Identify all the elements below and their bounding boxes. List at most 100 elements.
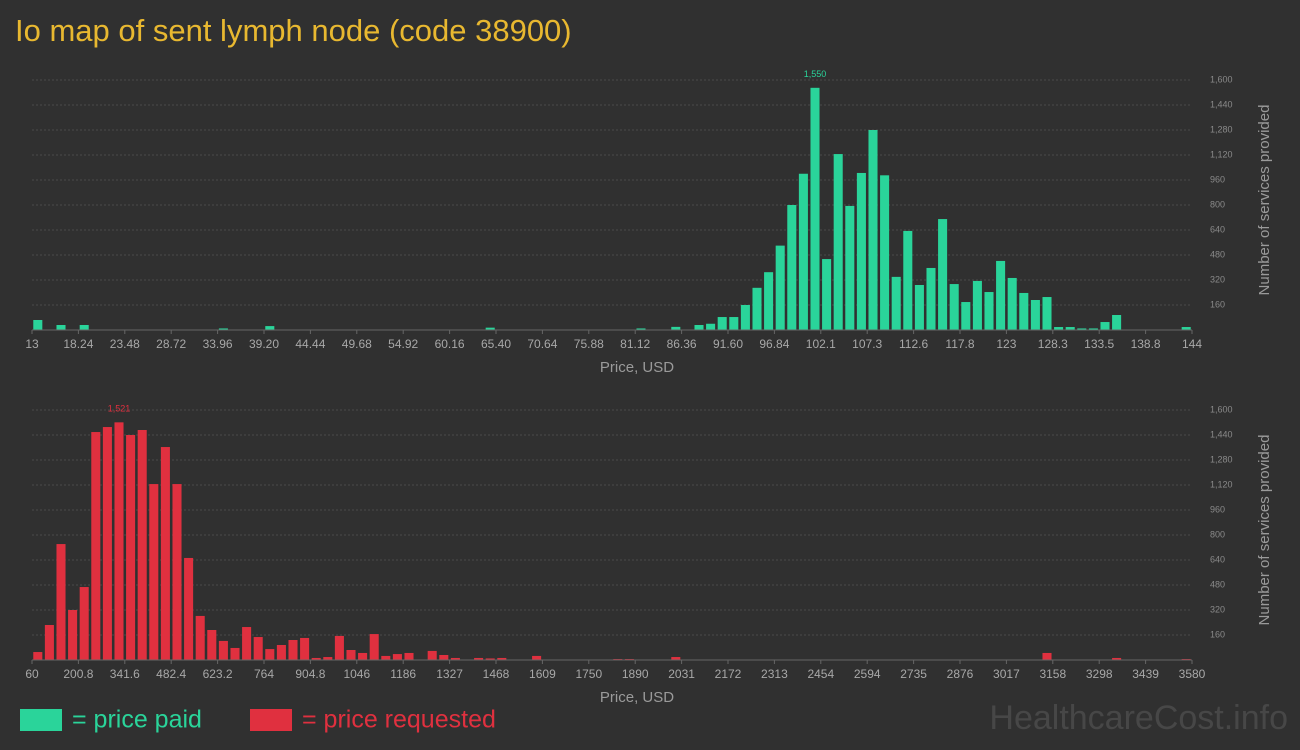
legend-label: = price requested [302, 706, 496, 734]
x-tick-label: 341.6 [110, 667, 140, 681]
x-tick-label: 3298 [1086, 667, 1113, 681]
x-tick-label: 1609 [529, 667, 556, 681]
x-axis-label: Price, USD [600, 689, 674, 706]
x-tick-label: 81.12 [620, 337, 650, 351]
watermark: HealthcareCost.info [989, 699, 1288, 737]
x-tick-label: 1890 [622, 667, 649, 681]
y-tick-label: 1,120 [1210, 479, 1233, 489]
bar [787, 205, 797, 330]
bar [149, 484, 159, 660]
x-tick-label: 60.16 [435, 337, 465, 351]
bar [1100, 322, 1110, 330]
bar [172, 484, 182, 660]
x-tick-label: 2594 [854, 667, 881, 681]
bar [230, 647, 240, 660]
bar [996, 260, 1006, 330]
bar [903, 230, 913, 330]
y-tick-label: 1,600 [1210, 74, 1233, 84]
x-tick-label: 102.1 [806, 337, 836, 351]
x-tick-label: 2454 [807, 667, 834, 681]
bar [1088, 328, 1098, 330]
bar [833, 154, 843, 330]
bar [427, 650, 437, 660]
bar [126, 435, 136, 660]
bar [334, 635, 344, 660]
bar [764, 272, 774, 330]
bar [740, 305, 750, 330]
x-tick-label: 70.64 [527, 337, 557, 351]
bar [485, 327, 495, 330]
bar [497, 657, 507, 660]
bar [44, 625, 54, 660]
x-tick-label: 3017 [993, 667, 1020, 681]
y-tick-label: 320 [1210, 604, 1225, 614]
x-tick-label: 200.8 [63, 667, 93, 681]
bar [914, 285, 924, 330]
x-tick-label: 91.60 [713, 337, 743, 351]
bar [926, 267, 936, 330]
bar [114, 422, 124, 660]
x-tick-label: 1186 [390, 667, 416, 681]
x-tick-label: 65.40 [481, 337, 511, 351]
bar [636, 328, 646, 330]
x-tick-label: 2172 [715, 667, 742, 681]
bar [369, 634, 379, 660]
bar [845, 205, 855, 330]
bar [242, 627, 252, 660]
bar [450, 657, 460, 660]
x-tick-label: 117.8 [945, 337, 974, 351]
bar [1042, 297, 1052, 330]
bar [276, 645, 286, 660]
bar [404, 652, 414, 660]
bar [265, 326, 275, 330]
bar [474, 657, 484, 660]
y-tick-label: 1,600 [1210, 404, 1233, 414]
x-tick-label: 49.68 [342, 337, 372, 351]
bar [671, 657, 681, 660]
x-tick-label: 3580 [1179, 667, 1206, 681]
y-tick-label: 1,280 [1210, 124, 1233, 134]
bar [102, 427, 112, 660]
legend-label: = price paid [72, 706, 202, 734]
value-label: 1,550 [804, 69, 827, 79]
bar [137, 430, 147, 660]
x-tick-label: 13 [25, 337, 39, 351]
bar [1054, 327, 1064, 330]
y-tick-label: 160 [1210, 629, 1225, 639]
x-tick-label: 3158 [1039, 667, 1066, 681]
bar [822, 259, 832, 330]
y-tick-label: 960 [1210, 174, 1225, 184]
bar [775, 245, 785, 330]
bar [532, 655, 542, 660]
bar [949, 284, 959, 330]
bar [56, 544, 66, 660]
bar [33, 652, 43, 660]
y-tick-label: 640 [1210, 554, 1225, 564]
bar [972, 280, 982, 330]
bar [810, 87, 820, 330]
bar [56, 325, 66, 330]
x-axis-label: Price, USD [600, 359, 674, 376]
y-tick-label: 800 [1210, 199, 1225, 209]
y-tick-label: 480 [1210, 579, 1225, 589]
bar [195, 615, 205, 660]
bar [938, 219, 948, 330]
bar [392, 654, 402, 660]
bar [1065, 327, 1075, 330]
x-tick-label: 1750 [575, 667, 602, 681]
bar [207, 630, 217, 660]
y-tick-label: 320 [1210, 274, 1225, 284]
x-tick-label: 904.8 [295, 667, 325, 681]
bar [717, 317, 727, 330]
bar [891, 276, 901, 330]
bar [798, 173, 808, 330]
x-tick-label: 23.48 [110, 337, 140, 351]
x-tick-label: 1046 [343, 667, 370, 681]
x-tick-label: 482.4 [156, 667, 186, 681]
bar [184, 557, 194, 660]
bar [253, 637, 263, 660]
value-label: 1,521 [108, 404, 131, 414]
bar [1042, 652, 1052, 660]
y-tick-label: 1,440 [1210, 429, 1233, 439]
